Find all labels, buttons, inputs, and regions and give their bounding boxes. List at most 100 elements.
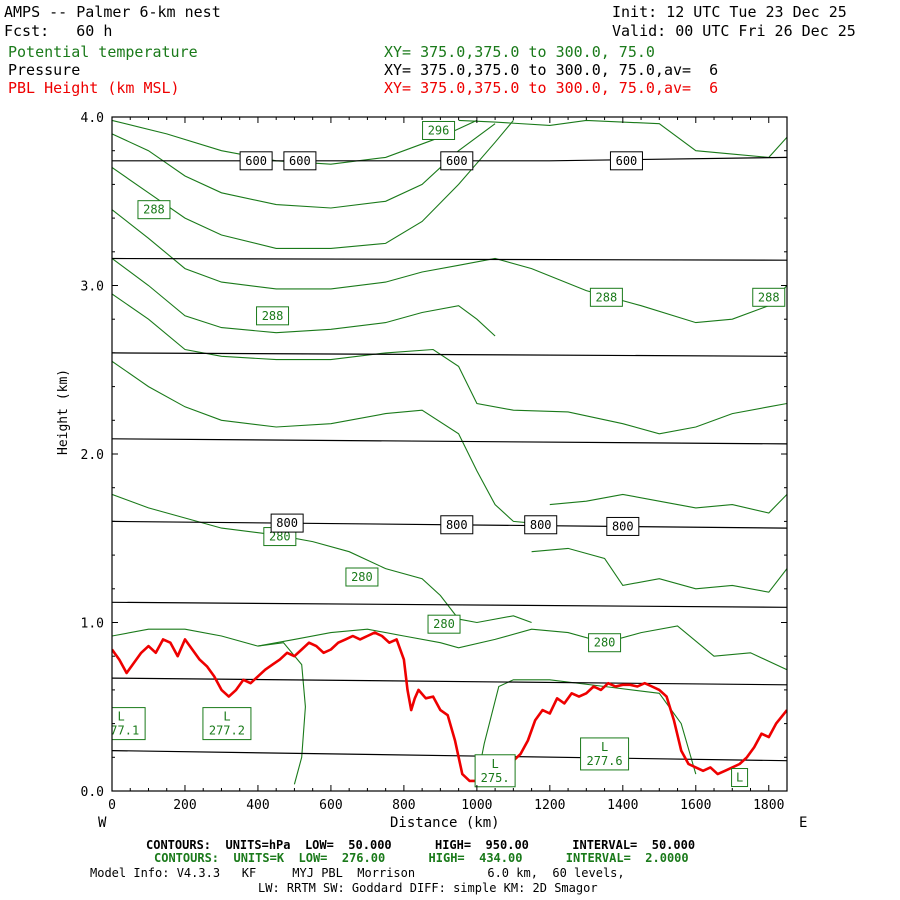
theta-label-3: 288 xyxy=(589,287,623,307)
theta-label-9-box xyxy=(112,707,146,741)
pressure-label-7-box xyxy=(606,516,640,536)
forecast-hour: Fcst: 60 h xyxy=(4,22,113,40)
x-tick-label: 1200 xyxy=(534,798,565,813)
pressure-contour-1 xyxy=(112,257,787,261)
pressure-label-3-box xyxy=(609,151,643,171)
y-tick-label: 4.0 xyxy=(81,111,104,126)
plot-background xyxy=(112,117,787,791)
pressure-label-5-text: 800 xyxy=(446,518,468,532)
x-tick-label: 1600 xyxy=(680,798,711,813)
x-tick-label: 400 xyxy=(246,798,269,813)
pressure-label-6-box xyxy=(524,515,558,535)
theta-contour-11 xyxy=(112,625,787,671)
pressure-legend-xy: XY= 375.0,375.0 to 300.0, 75.0,av= 6 xyxy=(384,61,719,79)
theta-label-7-box xyxy=(427,614,461,634)
theta-label-13-box xyxy=(731,768,749,788)
east-label: E xyxy=(799,815,808,831)
theta-contour-4 xyxy=(112,209,787,324)
model-info: Model Info: V4.3.3 KF MYJ PBL Morrison 6… xyxy=(90,866,625,880)
plot-area xyxy=(112,117,787,791)
pressure-label-1: 600 xyxy=(283,151,317,171)
y-tick-label: 2.0 xyxy=(81,448,104,463)
theta-label-6-text: 280 xyxy=(351,570,373,584)
pressure-label-1-box xyxy=(283,151,317,171)
theta-label-13: L xyxy=(731,768,749,788)
pbl-height-series xyxy=(112,631,787,783)
theta-label-4: 288 xyxy=(752,287,786,307)
pbl-height-line xyxy=(112,631,787,783)
pressure-label-6: 800 xyxy=(524,515,558,535)
theta-contour-6 xyxy=(112,293,787,435)
pressure-contour-5 xyxy=(112,601,787,608)
theta-label-11-text: 275. xyxy=(481,771,510,785)
x-tick-label: 200 xyxy=(173,798,196,813)
theta-contour-1 xyxy=(458,119,787,158)
theta-label-7: 280 xyxy=(427,614,461,634)
theta-label-2-text: 288 xyxy=(262,309,284,323)
theta-label-8: 280 xyxy=(588,633,622,653)
theta-contours xyxy=(112,119,787,785)
pressure-contour-3 xyxy=(112,438,787,445)
theta-contour-10 xyxy=(531,547,787,593)
theta-label-2-box xyxy=(256,306,290,326)
theta-label-1-box xyxy=(137,200,171,220)
theta-label-4-box xyxy=(752,287,786,307)
theta-legend-xy: XY= 375.0,375.0 to 300.0, 75.0 xyxy=(384,43,655,61)
theta-label-11-box xyxy=(474,754,516,788)
pressure-contour-2 xyxy=(112,352,787,357)
theta-label-3-text: 288 xyxy=(596,290,618,304)
x-tick-label: 1800 xyxy=(753,798,784,813)
theta-label-0: 296 xyxy=(422,120,456,140)
pbl-legend-xy: XY= 375.0,375.0 to 300.0, 75.0,av= 6 xyxy=(384,79,719,97)
theta-label-10-box xyxy=(202,707,252,741)
pressure-label-2-box xyxy=(440,151,474,171)
theta-label-8-text: 280 xyxy=(594,636,616,650)
pressure-legend-label: Pressure xyxy=(8,61,81,79)
pressure-label-0-box xyxy=(239,151,273,171)
theta-label-12-box xyxy=(580,737,630,771)
x-tick-label: 1400 xyxy=(607,798,638,813)
theta-contour-info: CONTOURS: UNITS=K LOW= 276.00 HIGH= 434.… xyxy=(154,851,689,865)
pressure-label-2: 600 xyxy=(440,151,474,171)
theta-label-0-box xyxy=(422,120,456,140)
theta-label-7-text: 280 xyxy=(433,617,455,631)
theta-label-12-text: 277.6 xyxy=(587,754,623,768)
theta-label-6: 280 xyxy=(345,567,379,587)
theta-contour-3 xyxy=(112,120,514,249)
theta-label-10-text: L xyxy=(223,710,230,724)
theta-contour-8 xyxy=(549,493,787,514)
pressure-contour-text: CONTOURS: UNITS=hPa LOW= 50.000 HIGH= 95… xyxy=(146,838,696,852)
theta-legend-label: Potential temperature xyxy=(8,43,198,61)
theta-contour-text: CONTOURS: UNITS=K LOW= 276.00 HIGH= 434.… xyxy=(154,851,689,865)
x-tick-label: 600 xyxy=(319,798,342,813)
pressure-label-4-text: 800 xyxy=(276,516,298,530)
pressure-label-2-text: 600 xyxy=(446,154,468,168)
pressure-contour-6 xyxy=(112,677,787,686)
theta-label-10-text: 277.2 xyxy=(209,724,245,738)
pressure-label-0: 600 xyxy=(239,151,273,171)
theta-label-13-text: L xyxy=(736,771,743,785)
chart-title: AMPS -- Palmer 6-km nest xyxy=(4,3,221,21)
x-axis-label: Distance (km) xyxy=(390,815,500,831)
y-tick-label: 0.0 xyxy=(81,785,104,800)
theta-label-9-text: 277.1 xyxy=(103,724,139,738)
pressure-labels: 600 600 600 600 800 800 800 800 xyxy=(239,151,643,536)
theta-label-5-text: 280 xyxy=(269,530,291,544)
pressure-label-7: 800 xyxy=(606,516,640,536)
theta-label-11-text: L xyxy=(491,757,498,771)
pressure-label-5-box xyxy=(440,515,474,535)
pressure-label-6-text: 800 xyxy=(530,518,552,532)
theta-contour-13 xyxy=(476,679,697,782)
pressure-label-1-text: 600 xyxy=(289,154,311,168)
theta-contour-12 xyxy=(257,642,306,785)
pressure-label-3-text: 600 xyxy=(616,154,638,168)
pressure-label-4: 800 xyxy=(270,513,304,533)
theta-label-6-box xyxy=(345,567,379,587)
y-tick-label: 3.0 xyxy=(81,280,104,295)
valid-time: Valid: 00 UTC Fri 26 Dec 25 xyxy=(612,22,856,40)
init-time: Init: 12 UTC Tue 23 Dec 25 xyxy=(612,3,847,21)
x-tick-label: 800 xyxy=(392,798,415,813)
